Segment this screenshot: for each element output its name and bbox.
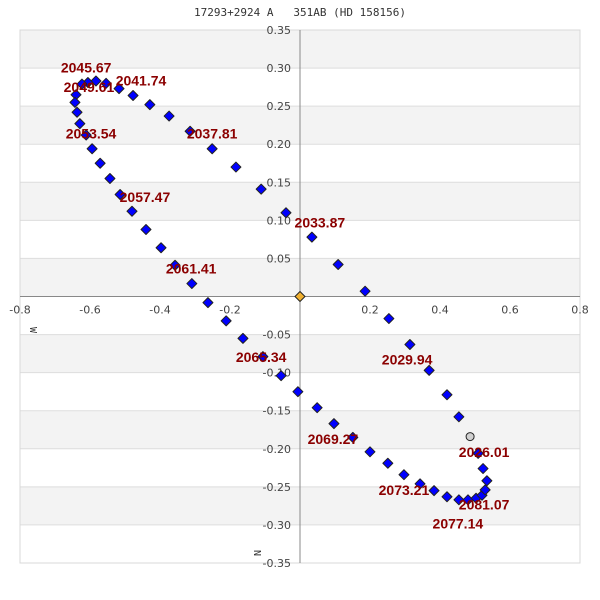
epoch-label: 2081.07	[459, 496, 510, 512]
orbit-point	[404, 338, 416, 350]
epoch-label: 2077.14	[433, 515, 484, 531]
y-tick-label: -0.20	[263, 443, 291, 456]
x-tick-label: -0.8	[9, 304, 30, 317]
orbit-point	[359, 285, 371, 297]
orbit-point	[364, 446, 376, 458]
orbit-point	[237, 332, 249, 344]
y-tick-label: 0.05	[267, 252, 292, 265]
orbit-point	[220, 315, 232, 327]
y-tick-label: 0.20	[267, 138, 292, 151]
orbit-point	[90, 75, 102, 87]
epoch-label: 2029.94	[382, 352, 433, 368]
orbit-point	[453, 411, 465, 423]
orbit-point	[472, 447, 484, 459]
epoch-label: 2069.27	[308, 431, 359, 447]
observation-point	[465, 432, 475, 442]
orbit-point	[453, 494, 465, 506]
orbit-point	[113, 83, 125, 95]
orbit-point	[428, 485, 440, 497]
orbit-point	[155, 242, 167, 254]
orbit-point	[126, 205, 138, 217]
orbit-point	[86, 143, 98, 155]
x-tick-label: 0.2	[361, 304, 379, 317]
primary-star-marker	[294, 291, 306, 302]
x-tick-label: -0.2	[219, 304, 240, 317]
y-tick-label: -0.30	[263, 519, 291, 532]
orbit-point	[441, 491, 453, 503]
orbit-point	[76, 78, 88, 90]
orbit-point	[383, 313, 395, 325]
orbit-point	[140, 223, 152, 235]
epoch-label: 2049.61	[64, 79, 115, 95]
orbit-point	[255, 183, 267, 195]
orbit-point	[127, 89, 139, 101]
epoch-label: 2065.34	[236, 349, 287, 365]
orbit-point	[69, 96, 81, 108]
orbit-point	[332, 259, 344, 271]
orbit-point	[477, 463, 489, 475]
orbit-point	[398, 469, 410, 481]
y-axis-label: N	[251, 550, 262, 556]
orbit-point	[206, 143, 218, 155]
orbit-point	[94, 157, 106, 169]
orbit-point	[292, 386, 304, 398]
orbit-point	[100, 77, 112, 89]
x-tick-label: 0.6	[501, 304, 519, 317]
orbit-point	[186, 278, 198, 290]
y-tick-label: 0.25	[267, 100, 292, 113]
y-tick-label: -0.15	[263, 405, 291, 418]
epoch-label: 2045.67	[61, 59, 112, 75]
chart-title: 17293+2924 A 351AB (HD 158156)	[194, 6, 406, 19]
x-tick-label: -0.4	[149, 304, 170, 317]
x-tick-label: 0.4	[431, 304, 449, 317]
orbit-point	[82, 77, 94, 89]
orbit-point	[306, 231, 318, 243]
orbit-point	[230, 161, 242, 173]
orbit-point	[74, 118, 86, 130]
orbit-point	[104, 172, 116, 184]
epoch-label: 2053.54	[66, 126, 117, 142]
epoch-label: 2026.01	[459, 444, 510, 460]
epoch-label: 2033.87	[295, 215, 346, 231]
y-tick-label: 0.35	[267, 24, 292, 37]
orbit-point	[479, 484, 491, 496]
orbit-point	[311, 402, 323, 414]
orbit-point	[169, 259, 181, 271]
orbit-point	[275, 370, 287, 382]
orbit-point	[423, 364, 435, 376]
epoch-label: 2041.74	[116, 72, 167, 88]
x-tick-label: 0.8	[571, 304, 589, 317]
orbit-point	[328, 418, 340, 430]
y-tick-label: 0.10	[267, 214, 292, 227]
orbit-point	[114, 188, 126, 200]
y-tick-label: -0.05	[263, 329, 291, 342]
orbit-point	[163, 110, 175, 122]
epoch-label: 2061.41	[166, 260, 217, 276]
orbit-point	[481, 475, 493, 487]
y-tick-label: 0.30	[267, 62, 292, 75]
orbit-point	[144, 99, 156, 111]
epoch-label: 2057.47	[120, 189, 171, 205]
y-tick-label: -0.10	[263, 367, 291, 380]
orbit-point	[71, 106, 83, 118]
y-tick-label: -0.35	[263, 557, 291, 570]
orbit-point	[257, 351, 269, 363]
epoch-label: 2073.21	[379, 482, 430, 498]
orbit-point	[280, 207, 292, 219]
orbit-point	[441, 389, 453, 401]
orbit-point	[184, 125, 196, 137]
orbit-point	[382, 457, 394, 469]
y-tick-label: 0.15	[267, 176, 292, 189]
orbit-point	[414, 478, 426, 490]
orbit-point	[80, 129, 92, 141]
orbit-point	[347, 431, 359, 443]
x-tick-label: -0.6	[79, 304, 100, 317]
orbit-point	[202, 297, 214, 309]
y-tick-label: -0.25	[263, 481, 291, 494]
x-axis-label: W	[27, 327, 38, 334]
epoch-label: 2037.81	[187, 126, 238, 142]
